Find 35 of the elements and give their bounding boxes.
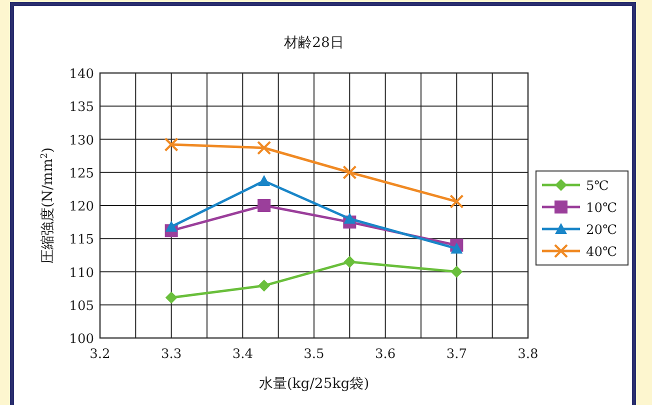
legend-label: 10℃ — [586, 201, 618, 216]
y-tick-label: 105 — [69, 298, 94, 314]
chart-title: 材齢28日 — [283, 35, 344, 51]
x-tick-label: 3.7 — [446, 347, 468, 362]
point — [342, 165, 357, 180]
point — [258, 199, 271, 212]
point — [165, 292, 178, 304]
point — [450, 266, 463, 278]
legend-label: 5℃ — [586, 179, 609, 194]
y-tick-label: 100 — [69, 332, 94, 347]
point — [256, 140, 272, 155]
y-tick-label: 125 — [69, 166, 94, 182]
y-tick-label: 115 — [69, 232, 94, 248]
legend-label: 40℃ — [586, 245, 618, 260]
point — [450, 242, 463, 254]
x-axis-title: 水量(kg/25kg袋) — [258, 376, 370, 392]
y-tick-label: 135 — [69, 100, 94, 116]
point — [344, 256, 356, 268]
x-tick-label: 3.2 — [90, 347, 110, 362]
y-tick-label: 110 — [69, 266, 94, 281]
point — [165, 220, 178, 232]
x-tick-label: 3.6 — [374, 347, 396, 362]
point — [164, 137, 178, 152]
point — [450, 194, 464, 209]
y-tick-label: 140 — [69, 67, 94, 82]
y-tick-label: 130 — [69, 133, 94, 148]
point — [258, 280, 270, 292]
x-tick-label: 3.3 — [160, 347, 182, 362]
x-tick-label: 3.5 — [304, 347, 324, 362]
x-tick-label: 3.4 — [232, 347, 254, 362]
legend-label: 20℃ — [586, 223, 618, 238]
point — [344, 212, 356, 224]
y-tick-label: 120 — [69, 200, 94, 214]
point — [258, 174, 270, 186]
x-tick-label: 3.8 — [518, 347, 538, 362]
